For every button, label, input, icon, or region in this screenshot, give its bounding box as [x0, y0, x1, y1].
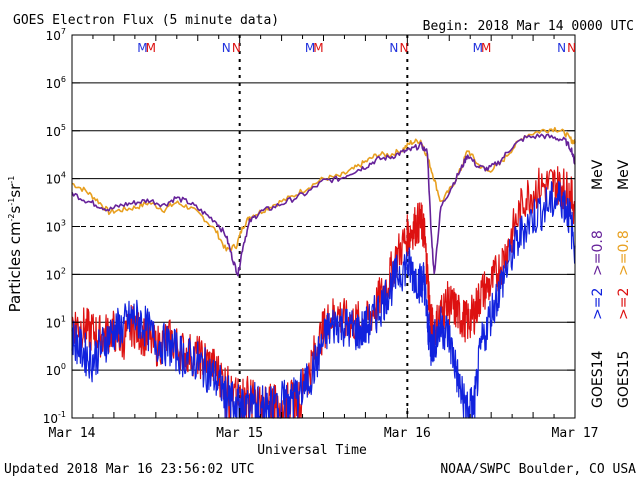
series-line-1: [71, 133, 576, 277]
marker-m: M: [473, 41, 483, 55]
chart-title: GOES Electron Flux (5 minute data): [13, 13, 279, 28]
marker-m: M: [146, 41, 156, 55]
marker-m: M: [305, 41, 315, 55]
marker-m: M: [137, 41, 147, 55]
y-tick-label: 106: [46, 75, 66, 91]
marker-m: M: [481, 41, 491, 55]
begin-label: Begin: 2018 Mar 14 0000 UTC: [423, 19, 634, 34]
x-tick-label: Mar 17: [552, 426, 599, 441]
marker-n: N: [389, 41, 398, 55]
series-line-0: [71, 126, 576, 252]
marker-n: N: [232, 41, 241, 55]
y-tick-label: 100: [46, 362, 66, 378]
right-legend: GOES14 GOES15 >=2 >=2 >=0.8 >=0.8 MeV Me…: [590, 159, 632, 408]
x-tick-label: Mar 14: [49, 426, 96, 441]
mev-label-goes14: MeV: [590, 159, 606, 190]
marker-n: N: [222, 41, 231, 55]
mev-label-goes15: MeV: [616, 159, 632, 190]
plot-area: 10-1 100 101 102 103 104 105 106 107 Mar 14 Mar 15…: [43, 27, 599, 441]
marker-n: N: [399, 41, 408, 55]
x-tick-label: Mar 16: [384, 426, 431, 441]
x-axis-label: Universal Time: [257, 443, 367, 458]
y-tick-label: 102: [46, 266, 66, 282]
y-axis-label: Particles cm-2s-1sr-1: [6, 176, 24, 313]
goes15-ge2-label: >=2: [616, 288, 632, 320]
credit-label: NOAA/SWPC Boulder, CO USA: [440, 462, 636, 477]
y-tick-label: 103: [46, 219, 66, 235]
marker-n: N: [567, 41, 576, 55]
marker-m: M: [313, 41, 323, 55]
series-line-2: [71, 166, 576, 419]
y-tick-label: 107: [46, 27, 66, 43]
goes15-ge08-label: >=0.8: [616, 230, 632, 276]
y-tick-label: 101: [46, 314, 66, 330]
y-tick-label: 105: [46, 123, 66, 139]
x-tick-label: Mar 15: [216, 426, 263, 441]
y-tick-label: 104: [46, 171, 66, 187]
goes14-label: GOES14: [590, 350, 606, 408]
series-line-3: [71, 180, 576, 419]
goes15-label: GOES15: [616, 351, 632, 408]
y-tick-label: 10-1: [43, 410, 66, 426]
goes14-ge08-label: >=0.8: [590, 230, 606, 276]
updated-timestamp: Updated 2018 Mar 16 23:56:02 UTC: [4, 462, 254, 477]
goes14-ge2-label: >=2: [590, 288, 606, 320]
marker-n: N: [557, 41, 566, 55]
